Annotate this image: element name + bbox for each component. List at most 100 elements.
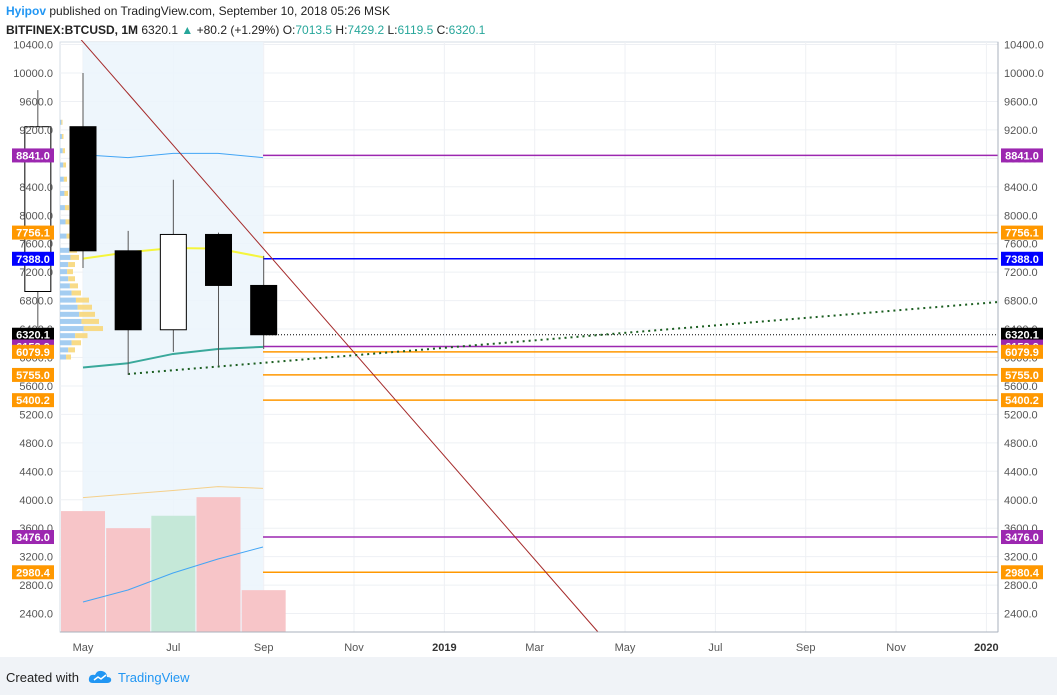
volume-profile-bar <box>60 283 70 289</box>
chart-area[interactable]: 2400.0 2400.0 2800.0 2800.0 3200.0 3200.0 3600… <box>0 40 1057 657</box>
x-tick-label: Sep <box>796 642 816 654</box>
y-tick-label-right: 5600.0 <box>1004 381 1038 393</box>
volume-bar <box>61 511 105 632</box>
tradingview-cloud-icon <box>88 670 112 683</box>
y-tick-label-left: 10400.0 <box>13 40 53 52</box>
y-tick-label-left: 6800.0 <box>19 296 53 308</box>
volume-profile-bar <box>60 347 69 353</box>
level-label-left: 8841.0 <box>16 150 50 162</box>
y-tick-label-right: 2800.0 <box>1004 580 1038 592</box>
y-tick-label-left: 2800.0 <box>19 580 53 592</box>
volume-profile-bar <box>64 205 69 211</box>
close-label: C: <box>436 23 449 37</box>
volume-profile-bar <box>61 119 63 125</box>
level-label-left-bg <box>12 251 54 266</box>
level-label-left-bg <box>12 367 54 382</box>
change-arrow-icon: ▲ <box>181 23 194 37</box>
level-label-right: 7388.0 <box>1005 254 1039 266</box>
x-tick-label: Jul <box>166 642 180 654</box>
volume-profile-bar <box>60 262 69 268</box>
open-value: 7013.5 <box>295 23 333 37</box>
volume-profile-bar <box>71 290 81 296</box>
x-tick-label: 2020 <box>974 642 998 654</box>
x-tick-label: Mar <box>525 642 544 654</box>
level-label-left: 7388.0 <box>16 254 50 266</box>
y-tick-label-left: 9200.0 <box>19 125 53 137</box>
y-tick-label-left: 4400.0 <box>19 466 53 478</box>
footer: Created with TradingView <box>0 657 1057 695</box>
down-trendline <box>80 40 599 633</box>
up-trendline-dotted <box>127 301 999 375</box>
candle-body <box>159 233 187 331</box>
volume-profile-bar <box>60 340 72 346</box>
level-label-left: 5400.2 <box>16 395 50 407</box>
level-label-right: 2980.4 <box>1005 567 1040 579</box>
volume-profile-bar <box>60 205 65 211</box>
author-link[interactable]: Hyipov <box>6 4 47 18</box>
volume-profile-bar <box>60 311 80 317</box>
y-tick-label-right: 3200.0 <box>1004 552 1038 564</box>
open-label: O: <box>282 23 296 37</box>
volume-profile-bar <box>60 119 62 125</box>
created-with-label: Created with <box>6 670 79 685</box>
y-tick-label-right: 4000.0 <box>1004 495 1038 507</box>
level-label-left-bg <box>12 565 54 580</box>
volume-ma-line <box>82 546 264 603</box>
volume-bar <box>241 590 286 632</box>
level-label-left: 6320.1 <box>16 330 50 342</box>
volume-profile-bar <box>60 176 64 182</box>
tradingview-brand[interactable]: TradingView <box>118 670 190 685</box>
volume-profile-bar <box>65 219 70 225</box>
y-tick-label-left: 8000.0 <box>19 210 53 222</box>
level-label-right-bg <box>1001 148 1043 163</box>
y-tick-label-left: 5600.0 <box>19 381 53 393</box>
level-label-right-bg <box>1001 344 1043 359</box>
level-label-right-bg <box>1001 565 1043 580</box>
y-tick-label-right: 10000.0 <box>1004 68 1044 80</box>
symbol-label[interactable]: BITFINEX:BTCUSD, 1M <box>6 23 138 37</box>
y-tick-label-left: 7600.0 <box>19 239 53 251</box>
volume-profile-bar <box>60 326 84 332</box>
level-label-left-bg <box>12 327 54 342</box>
level-label-right-bg <box>1001 327 1043 342</box>
volume-profile-bar <box>70 254 79 260</box>
y-tick-label-right: 9200.0 <box>1004 125 1038 137</box>
y-tick-label-right: 4400.0 <box>1004 466 1038 478</box>
volume-profile-bar <box>60 269 68 275</box>
x-tick-label: May <box>615 642 636 654</box>
y-tick-label-right: 7200.0 <box>1004 267 1038 279</box>
volume-profile-bar <box>67 269 73 275</box>
y-tick-label-right: 4800.0 <box>1004 438 1038 450</box>
y-tick-label-right: 8000.0 <box>1004 210 1038 222</box>
volume-profile-bar <box>63 176 67 182</box>
x-tick-label: May <box>73 642 94 654</box>
level-label-right-bg <box>1001 225 1043 240</box>
volume-profile-bar <box>66 354 71 360</box>
y-tick-label-left: 9600.0 <box>19 96 53 108</box>
level-label-right-bg <box>1001 367 1043 382</box>
y-tick-label-left: 10000.0 <box>13 68 53 80</box>
volume-profile-bar <box>77 304 92 310</box>
y-tick-label-right: 2400.0 <box>1004 609 1038 621</box>
x-tick-label: Nov <box>886 642 906 654</box>
level-label-left: 5755.0 <box>16 370 50 382</box>
ohlc-legend: BITFINEX:BTCUSD, 1M 6320.1 ▲ +80.2 (+1.2… <box>6 23 485 37</box>
publish-info: Hyipov published on TradingView.com, Sep… <box>6 4 390 18</box>
volume-profile-bar <box>61 134 64 140</box>
level-label-left: 6079.9 <box>16 347 50 359</box>
candle-body <box>114 250 142 331</box>
volume-profile-bar <box>75 333 88 339</box>
volume-profile-bar <box>71 340 81 346</box>
level-label-left: 3476.0 <box>16 532 50 544</box>
y-tick-label-right: 7600.0 <box>1004 239 1038 251</box>
level-label-right-bg <box>1001 251 1043 266</box>
volume-bar <box>196 497 241 632</box>
candle-body <box>69 126 97 252</box>
level-label-right: 5400.2 <box>1005 395 1039 407</box>
volume-profile-bar <box>60 148 63 154</box>
faint-orange-line <box>82 486 264 499</box>
y-tick-label-left: 7200.0 <box>19 267 53 279</box>
volume-profile-bar <box>60 276 69 282</box>
volume-bar <box>106 528 151 632</box>
